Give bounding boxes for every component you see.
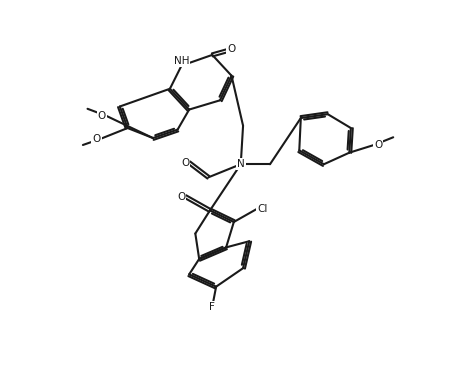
Text: O: O	[98, 111, 106, 121]
Text: O: O	[374, 140, 382, 150]
Text: O: O	[228, 45, 236, 55]
Text: O: O	[92, 134, 101, 144]
Text: O: O	[98, 111, 106, 121]
Text: NH: NH	[174, 56, 189, 66]
Text: Cl: Cl	[257, 204, 267, 214]
Text: O: O	[177, 191, 186, 202]
Text: F: F	[209, 302, 215, 312]
Text: NH: NH	[174, 56, 189, 66]
Text: O: O	[228, 45, 236, 55]
Text: O: O	[181, 158, 189, 168]
Text: O: O	[374, 140, 382, 150]
Text: N: N	[237, 159, 244, 169]
Text: O: O	[177, 191, 186, 202]
Text: Cl: Cl	[257, 204, 267, 214]
Text: N: N	[237, 159, 244, 169]
Text: F: F	[209, 302, 215, 312]
Text: O: O	[92, 134, 101, 144]
